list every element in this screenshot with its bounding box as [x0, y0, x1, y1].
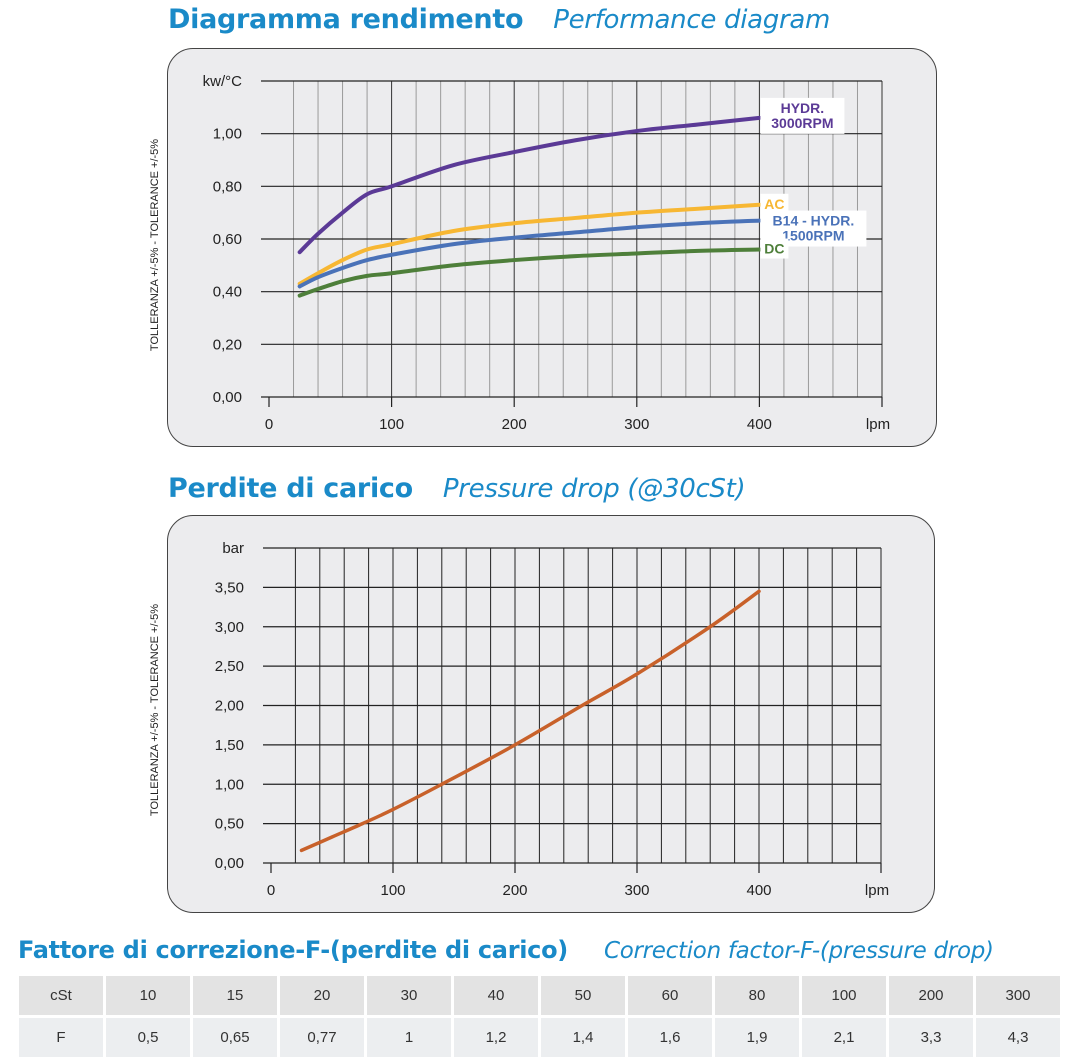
chart1-series-label: 3000RPM — [771, 115, 833, 131]
table-cell: 4,3 — [976, 1018, 1060, 1057]
chart1-x-tick-label: 200 — [502, 416, 527, 433]
chart2-y-tick-label: 1,00 — [215, 776, 244, 793]
table-cell: 300 — [976, 976, 1060, 1015]
chart2-y-tick-label: 0,00 — [215, 855, 244, 872]
correction-factor-table: cSt 10 15 20 30 40 50 60 80 100 200 300 F 0,5 0,65 0,77… — [16, 973, 1063, 1060]
row-header-cell: cSt — [19, 976, 103, 1015]
chart1-series-line — [297, 115, 762, 255]
chart1-series-label-bg — [760, 193, 789, 214]
chart1-series-label-bg — [760, 238, 789, 259]
chart2-title: Perdite di carico Pressure drop (@30cSt) — [168, 473, 746, 504]
table-cell: 3,3 — [889, 1018, 973, 1057]
chart2-y-tick-label: 0,50 — [215, 816, 244, 833]
table-cell: 15 — [193, 976, 277, 1015]
table-cell: 1,9 — [715, 1018, 799, 1057]
chart2-x-tick-label: 200 — [502, 882, 527, 899]
chart1-x-tick-label: 100 — [379, 416, 404, 433]
chart2-y-tick-label: 2,50 — [215, 658, 244, 675]
table-cell: 10 — [106, 976, 190, 1015]
chart1-y-tick-label: 0,60 — [213, 231, 242, 248]
table-title-en: Correction factor-F-(pressure drop) — [603, 938, 994, 964]
chart1-series-line — [297, 202, 762, 286]
chart1-y-tick-label: 0,20 — [213, 336, 242, 353]
table-cell: 60 — [628, 976, 712, 1015]
table-cell: 1,2 — [454, 1018, 538, 1057]
chart1-title-it: Diagramma rendimento — [168, 4, 524, 35]
table-row: F 0,5 0,65 0,77 1 1,2 1,4 1,6 1,9 2,1 3,3 4,3 — [19, 1018, 1060, 1057]
chart1-x-tick-label: 0 — [265, 416, 273, 433]
table-row: cSt 10 15 20 30 40 50 60 80 100 200 300 — [19, 976, 1060, 1015]
chart2-y-axis-label: TOLLERANZA +/-5% - TOLERANCE +/-5% — [149, 604, 161, 816]
chart1-title-en: Performance diagram — [553, 5, 831, 35]
chart1-y-tick-label: 1,00 — [213, 126, 242, 143]
chart1-series-line — [297, 218, 762, 289]
chart1-series-label: DC — [764, 241, 784, 257]
table-title-it: Fattore di correzione-F-(perdite di cari… — [18, 936, 568, 964]
chart1-x-tick-label: 400 — [747, 416, 772, 433]
chart1-title: Diagramma rendimento Performance diagram — [168, 4, 830, 35]
chart1-series-label: HYDR. — [781, 100, 825, 116]
chart1-y-axis-label: TOLLERANZA +/-5% - TOLERANCE +/-5% — [149, 139, 161, 351]
chart1-series-label: AC — [764, 196, 784, 212]
table-cell: 20 — [280, 976, 364, 1015]
chart1-x-unit: lpm — [866, 416, 890, 433]
chart1-y-tick-label: 0,80 — [213, 178, 242, 195]
chart2-x-tick-label: 400 — [746, 882, 771, 899]
chart2-x-tick-label: 0 — [267, 882, 275, 899]
table-cell: 2,1 — [802, 1018, 886, 1057]
chart2-x-tick-label: 300 — [624, 882, 649, 899]
chart2-series-line — [299, 589, 761, 853]
row-header-cell: F — [19, 1018, 103, 1057]
chart1-series-line — [297, 247, 762, 298]
table-cell: 80 — [715, 976, 799, 1015]
chart2-x-unit: lpm — [865, 882, 889, 899]
table-title: Fattore di correzione-F-(perdite di cari… — [18, 936, 994, 964]
chart1-y-tick-label: 0,00 — [213, 389, 242, 406]
chart1-series-label: B14 - HYDR. — [773, 213, 855, 229]
table-cell: 1 — [367, 1018, 451, 1057]
chart1-series-label: 1500RPM — [782, 228, 844, 244]
chart2-y-unit: bar — [222, 540, 244, 557]
table-cell: 100 — [802, 976, 886, 1015]
table-cell: 30 — [367, 976, 451, 1015]
chart2-y-tick-label: 3,50 — [215, 579, 244, 596]
chart2-y-tick-label: 1,50 — [215, 737, 244, 754]
chart2-title-en: Pressure drop (@30cSt) — [442, 474, 746, 504]
table-cell: 0,5 — [106, 1018, 190, 1057]
table-cell: 0,65 — [193, 1018, 277, 1057]
chart1-series-label-bg — [760, 97, 845, 134]
table-cell: 0,77 — [280, 1018, 364, 1057]
charts-svg: 0,00 0,20 0,40 0,60 0,80 1,00 kw/°C 0 100 200 300 4… — [149, 73, 890, 899]
table-cell: 200 — [889, 976, 973, 1015]
table-cell: 1,4 — [541, 1018, 625, 1057]
table-cell: 1,6 — [628, 1018, 712, 1057]
chart1-y-unit: kw/°C — [203, 73, 242, 90]
chart2-x-tick-label: 100 — [380, 882, 405, 899]
chart2-y-tick-label: 3,00 — [215, 619, 244, 636]
chart1-x-tick-label: 300 — [624, 416, 649, 433]
table-cell: 50 — [541, 976, 625, 1015]
table-cell: 40 — [454, 976, 538, 1015]
chart2-y-tick-label: 2,00 — [215, 698, 244, 715]
chart2-title-it: Perdite di carico — [168, 473, 413, 504]
chart1-y-tick-label: 0,40 — [213, 284, 242, 301]
